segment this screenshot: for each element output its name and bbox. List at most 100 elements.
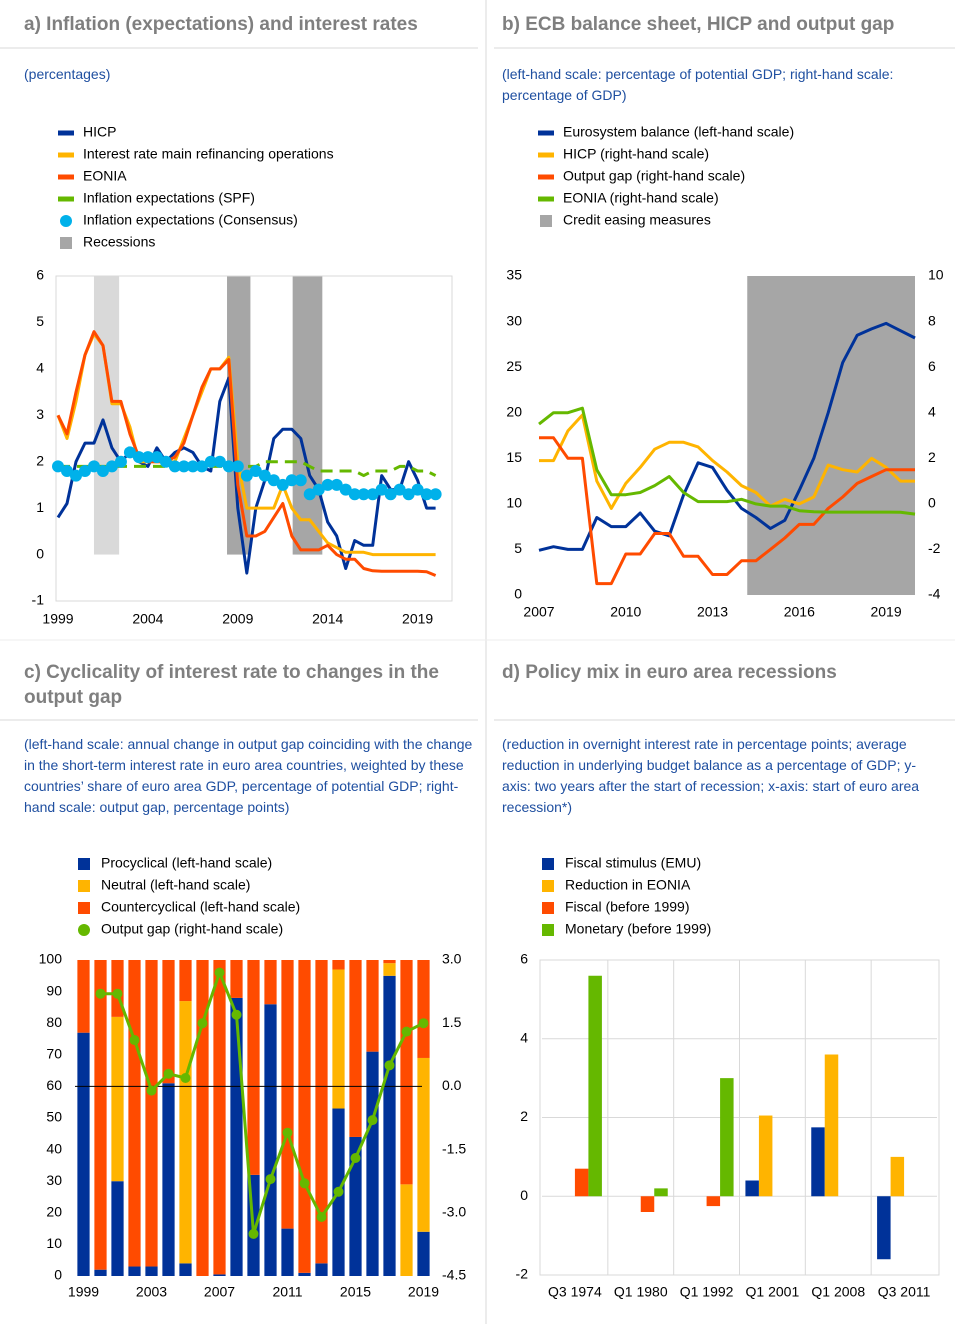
bar-segment	[417, 1057, 430, 1232]
y-tick-label: 6	[520, 951, 528, 967]
series-point	[114, 455, 127, 468]
legend-swatch	[78, 924, 90, 936]
legend-label: HICP (right-hand scale)	[563, 146, 709, 162]
x-tick-label: 2019	[870, 604, 901, 620]
legend-swatch	[542, 880, 554, 892]
y-tick-label: -2	[516, 1266, 529, 1282]
bar	[877, 1196, 891, 1260]
legend-label: Countercyclical (left-hand scale)	[101, 899, 300, 915]
x-tick-label: Q1 1992	[680, 1284, 734, 1300]
series-point	[375, 483, 388, 496]
bar	[824, 1054, 839, 1197]
panel-title: b) ECB balance sheet, HICP and output ga…	[502, 14, 895, 35]
series-point	[129, 1035, 140, 1046]
plot-frame	[55, 275, 453, 602]
y-tick-label: 60	[46, 1077, 62, 1093]
y2-tick-label: 10	[928, 267, 944, 283]
y-tick-label: -1	[32, 592, 45, 608]
y-tick-label: 0	[514, 586, 522, 602]
series-point	[132, 451, 145, 464]
series-point	[197, 1018, 208, 1029]
legend-label: Interest rate main refinancing operation…	[83, 146, 334, 162]
x-tick-label: 2007	[204, 1284, 235, 1300]
shaded-period	[747, 276, 915, 595]
panel-subtitle: (left-hand scale: annual change in outpu…	[24, 736, 473, 815]
series-point	[384, 488, 397, 501]
series-point	[401, 1026, 412, 1037]
series-point	[87, 460, 100, 473]
x-tick-label: Q1 1980	[614, 1284, 668, 1300]
y2-tick-label: 6	[928, 358, 936, 374]
legend-label: Monetary (before 1999)	[565, 921, 711, 937]
series-point	[150, 451, 163, 464]
legend-swatch	[78, 880, 90, 892]
series-point	[384, 1060, 395, 1071]
legend-swatch	[538, 152, 554, 158]
series-point	[299, 1178, 310, 1189]
y-tick-label: 25	[506, 358, 522, 374]
series-line	[538, 406, 916, 516]
legend-label: Reduction in EONIA	[565, 877, 691, 893]
series-point	[357, 488, 370, 501]
panel-subtitle: (left-hand scale: percentage of potentia…	[502, 66, 894, 103]
x-tick-label: 2011	[272, 1284, 302, 1300]
series-point	[231, 460, 244, 473]
bar-segment	[298, 960, 311, 1273]
series-line	[539, 413, 915, 510]
y-tick-label: 3	[36, 406, 44, 422]
y2-tick-label: 1.5	[442, 1014, 462, 1030]
x-tick-label: 2003	[136, 1284, 167, 1300]
legend-swatch	[542, 924, 554, 936]
legend-label: Fiscal (before 1999)	[565, 899, 690, 915]
y-tick-label: 50	[46, 1109, 62, 1125]
x-tick-label: Q1 2001	[746, 1284, 800, 1300]
y2-tick-label: 2	[928, 449, 936, 465]
x-tick-label: 2013	[697, 604, 728, 620]
x-tick-label: 2004	[132, 611, 163, 627]
x-tick-label: 2019	[402, 611, 433, 627]
bar-segment	[111, 1181, 124, 1276]
x-tick-label: 2014	[312, 611, 343, 627]
series-point	[186, 460, 199, 473]
series-point	[96, 465, 109, 477]
y-tick-label: 1	[36, 499, 44, 515]
legend-label: Fiscal stimulus (EMU)	[565, 855, 701, 871]
panel-subtitle: (percentages)	[24, 66, 111, 82]
bar-segment	[179, 960, 192, 1002]
legend-label: Neutral (left-hand scale)	[101, 877, 250, 893]
bar-segment	[298, 1272, 311, 1276]
series-point	[339, 483, 352, 496]
x-tick-label: 1999	[42, 611, 73, 627]
series-point	[168, 460, 181, 473]
bar-segment	[315, 1263, 328, 1276]
bar-segment	[128, 960, 141, 1267]
legend-swatch	[60, 215, 72, 227]
bar	[720, 1078, 734, 1197]
bar	[745, 1180, 759, 1197]
series-point	[204, 455, 217, 468]
y-tick-label: 4	[520, 1029, 528, 1045]
y-tick-label: 0	[520, 1187, 528, 1203]
x-tick-label: 1999	[68, 1284, 99, 1300]
bar-segment	[281, 1228, 294, 1276]
y-tick-label: 10	[506, 495, 522, 511]
bar-segment	[400, 960, 413, 1185]
legend-swatch	[78, 858, 90, 870]
bar-segment	[230, 960, 243, 998]
bar-segment	[264, 960, 277, 1005]
series-point	[330, 478, 343, 491]
series-line	[539, 436, 915, 586]
series-point	[69, 469, 82, 482]
series-point	[276, 478, 289, 491]
series-point	[366, 488, 379, 501]
series-point	[420, 488, 433, 501]
legend-label: Eurosystem balance (left-hand scale)	[563, 124, 794, 140]
series-point	[95, 988, 106, 999]
series-point	[146, 1085, 157, 1096]
bar-segment	[366, 960, 379, 1052]
series-line	[538, 321, 916, 552]
bar-segment	[196, 960, 209, 1276]
bar-segment	[179, 1001, 192, 1264]
bar-segment	[332, 960, 345, 970]
legend-swatch	[58, 152, 74, 158]
